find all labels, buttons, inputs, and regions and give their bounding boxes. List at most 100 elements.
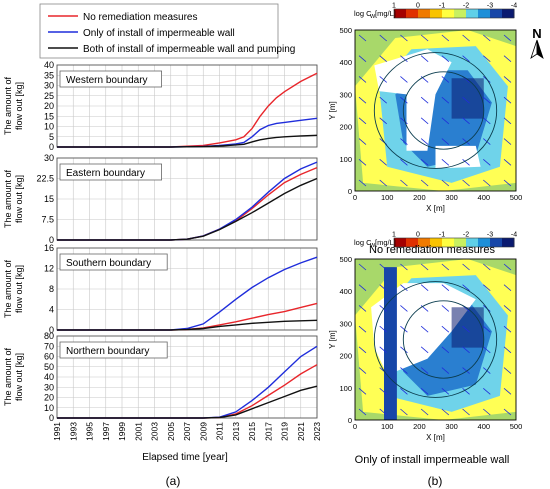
colorbar-label-subscript: W: [370, 14, 376, 20]
legend-label-wall-pumping: Both of install of impermeable wall and …: [83, 44, 295, 55]
contour-line: [402, 71, 485, 150]
map-y-tick-label: 0: [348, 416, 352, 425]
flow-arrow-icon: [462, 96, 470, 104]
flow-arrow-icon: [358, 34, 367, 42]
boundary-title: Eastern boundary: [66, 168, 145, 179]
colorbar-label-subscript: W: [370, 243, 376, 249]
colorbar-tick-label: -4: [511, 3, 517, 10]
series-line-no-remediation: [57, 72, 318, 148]
colorbar-tick-label: -4: [511, 232, 517, 239]
map-y-tick-label: 200: [339, 352, 352, 361]
map-impermeable-wall: log CW [mg/L]1 0 -1 -2 -3 -400100100200200300…: [328, 232, 522, 443]
map-x-tick-label: 100: [381, 422, 394, 431]
colorbar-segment: [418, 9, 431, 18]
colorbar-label-unit: [mg/L]: [375, 238, 396, 247]
x-tick-label: 2007: [182, 422, 192, 441]
concentration-zone-dark: [451, 307, 484, 348]
flow-arrow-icon: [379, 263, 387, 271]
flow-arrow-icon: [379, 179, 387, 187]
x-tick-label: 2001: [133, 422, 143, 441]
north-arrow-left-icon: [530, 39, 538, 59]
flow-arrow-icon: [358, 76, 367, 83]
colorbar-segment: [394, 9, 407, 18]
flow-arrow-icon: [503, 179, 512, 187]
flow-arrow-icon: [462, 387, 470, 395]
boundary-title-box: [59, 70, 162, 88]
colorbar-segment: [394, 238, 407, 247]
flow-arrow-icon: [400, 138, 408, 145]
legend-box: [39, 3, 279, 59]
y-tick-label: 0: [49, 325, 54, 335]
y-tick-label: 10: [44, 122, 54, 132]
map-top-caption: No remediation measures: [369, 244, 495, 256]
flow-arrow-icon: [379, 408, 387, 416]
flow-arrow-icon: [483, 325, 491, 333]
y-tick-label: 22.5: [36, 174, 54, 184]
flow-arrow-icon: [483, 284, 491, 292]
map-y-tick-label: 200: [339, 123, 352, 132]
series-line-wall-pumping: [57, 319, 318, 331]
flow-arrow-icon: [483, 117, 491, 125]
legend: No remediation measures Only of install …: [39, 3, 295, 59]
flow-arrow-icon: [503, 158, 512, 166]
flow-arrow-icon: [379, 346, 387, 354]
colorbar-segment: [466, 238, 479, 247]
flow-arrow-icon: [420, 284, 429, 292]
flow-arrow-icon: [462, 263, 470, 271]
y-tick-label: 5: [49, 132, 54, 142]
colorbar-tick-label: -1: [439, 232, 445, 239]
flow-arrow-icon: [503, 305, 512, 312]
map-x-tick-label: 300: [445, 422, 458, 431]
flow-arrow-icon: [400, 346, 408, 354]
y-tick-label: 0: [49, 235, 54, 245]
y-tick-label: 10: [44, 403, 54, 413]
flow-arrow-icon: [379, 387, 387, 395]
y-tick-label: 40: [44, 372, 54, 382]
flow-arrow-icon: [441, 387, 450, 395]
colorbar-segment: [454, 238, 467, 247]
map-y-tick-label: 100: [339, 155, 352, 164]
colorbar-tick-label: -3: [487, 232, 493, 239]
flow-arrow-icon: [483, 158, 491, 166]
flow-arrow-icon: [358, 96, 367, 104]
x-tick-label: 2023: [312, 422, 322, 441]
flow-arrow-icon: [441, 408, 450, 416]
flow-arrow-icon: [503, 387, 512, 395]
flow-arrow-icon: [420, 117, 429, 125]
flow-arrow-icon: [358, 346, 367, 354]
flow-arrow-icon: [420, 138, 429, 145]
y-tick-label: 30: [44, 382, 54, 392]
flow-arrow-icon: [503, 263, 512, 271]
clean-zone: [371, 283, 476, 375]
flow-arrow-icon: [483, 346, 491, 354]
series-line-wall-pumping: [57, 385, 318, 419]
flow-arrow-icon: [379, 96, 387, 104]
map-y-tick-label: 500: [339, 26, 352, 35]
flow-arrow-icon: [420, 387, 429, 395]
contour-line: [373, 52, 498, 169]
flow-arrow-icon: [503, 76, 512, 83]
flow-arrow-icon: [400, 96, 408, 104]
colorbar-frame: [393, 8, 515, 19]
map-x-axis-label: X [m]: [426, 433, 445, 442]
flow-arrow-icon: [379, 55, 387, 63]
y-tick-label: 12: [44, 264, 54, 274]
map-x-tick-label: 100: [381, 193, 394, 202]
x-tick-label: 1995: [85, 422, 95, 441]
boundary-title: Northern boundary: [66, 346, 149, 357]
x-tick-label: 2011: [215, 422, 225, 441]
map-y-tick-label: 500: [339, 255, 352, 264]
colorbar-label-unit: [mg/L]: [375, 9, 396, 18]
flow-arrow-icon: [483, 55, 491, 63]
y-tick-label: 25: [44, 91, 54, 101]
y-axis-label-line2: flow out [kg]: [14, 353, 24, 401]
flow-arrow-icon: [483, 179, 491, 187]
flow-arrow-icon: [441, 305, 450, 312]
flow-arrow-icon: [358, 387, 367, 395]
flow-arrow-icon: [420, 346, 429, 354]
flow-arrow-icon: [420, 34, 429, 42]
flow-arrow-icon: [441, 346, 450, 354]
boundary-title-box: [59, 253, 168, 271]
